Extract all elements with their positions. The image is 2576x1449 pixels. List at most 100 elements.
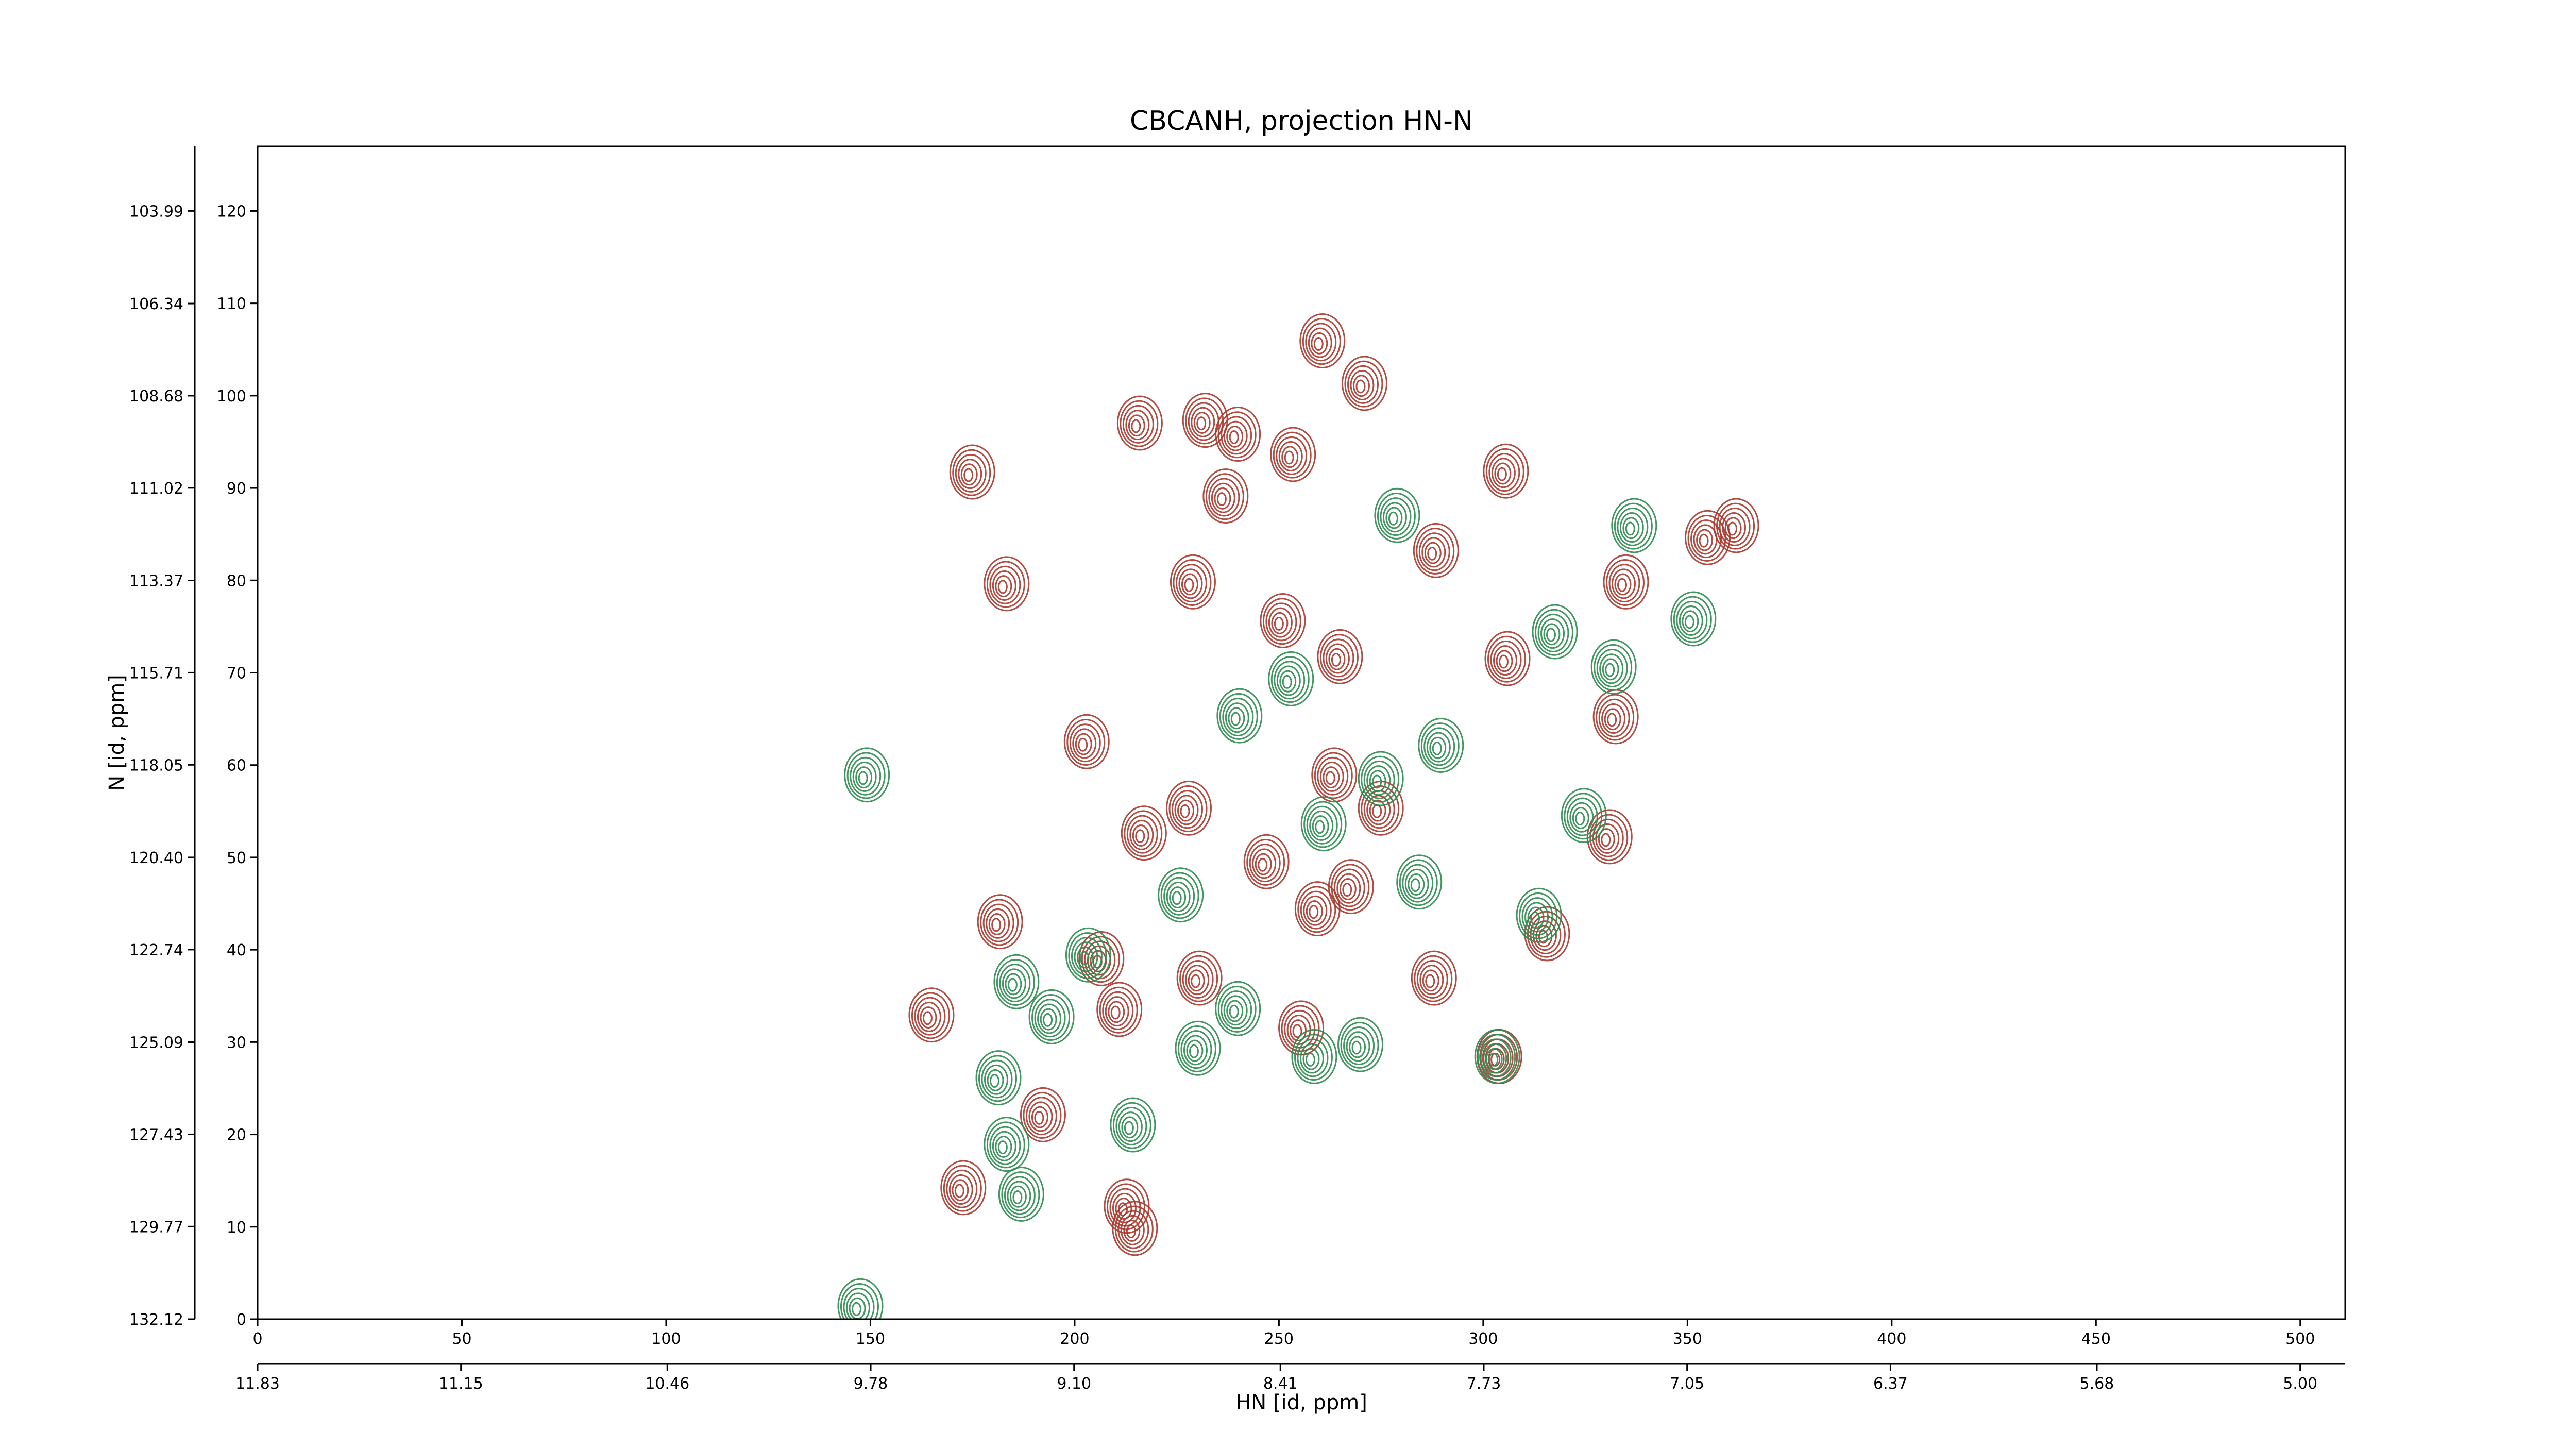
contour-ring (1480, 1038, 1512, 1077)
contour-ring (1496, 650, 1513, 672)
contour-ring (1625, 521, 1635, 536)
contour-ring (1281, 1005, 1320, 1052)
contour-ring (980, 899, 1019, 946)
contour-ring (1028, 1101, 1053, 1132)
contour-ring (1112, 1192, 1137, 1223)
peak (984, 556, 1030, 612)
contour-ring (1270, 656, 1310, 703)
contour-ring (1328, 859, 1374, 915)
contour-ring (1617, 507, 1649, 546)
contour-ring (1427, 546, 1437, 561)
contour-ring (1328, 648, 1346, 670)
contour-ring (1530, 915, 1562, 954)
contour-ring (1120, 400, 1159, 447)
contour-ring (1350, 370, 1375, 401)
x2-tick-label: 11.83 (235, 1375, 280, 1393)
contour-ring (1226, 1000, 1244, 1022)
peak (1294, 881, 1341, 937)
contour-ring (955, 453, 987, 493)
contour-ring (1423, 727, 1455, 766)
x-tick-label: 100 (651, 1330, 681, 1348)
contour-ring (1120, 1215, 1145, 1245)
peak (1670, 591, 1717, 647)
peak (1532, 604, 1578, 660)
y2-tick-label: 132.12 (129, 1311, 183, 1329)
contour-ring (1290, 1019, 1307, 1042)
x2-tick-label: 11.15 (439, 1375, 483, 1393)
contour-ring (908, 987, 955, 1043)
contour-ring (1158, 867, 1204, 923)
contour-ring (1309, 810, 1334, 841)
contour-ring (1543, 623, 1561, 646)
peak (1243, 834, 1290, 889)
contour-ring (1191, 974, 1201, 988)
x-tick-label: 150 (856, 1330, 885, 1348)
contour-ring (1303, 895, 1328, 926)
contour-ring (984, 556, 1030, 612)
peak (1396, 854, 1443, 910)
contour-ring (1432, 741, 1442, 755)
contour-ring (1217, 411, 1257, 459)
contour-ring (1319, 761, 1344, 792)
contour-ring (1418, 532, 1450, 571)
contour-ring (917, 1001, 941, 1032)
contour-ring (1166, 881, 1191, 912)
contour-ring (1676, 600, 1708, 639)
contour-ring (1123, 1220, 1141, 1242)
peak (1216, 688, 1263, 744)
contour-ring (843, 1288, 875, 1319)
contour-ring (1494, 462, 1512, 485)
contour-ring (1037, 1003, 1062, 1034)
contour-ring (1126, 815, 1158, 854)
contour-ring (986, 561, 1025, 608)
contour-ring (1115, 1198, 1132, 1220)
contour-ring (1323, 766, 1340, 789)
contour-ring (1131, 419, 1141, 433)
contour-ring (1116, 395, 1163, 451)
contour-ring (1355, 379, 1366, 394)
contour-ring (1538, 930, 1548, 944)
contour-ring (1687, 514, 1726, 562)
contour-ring (1418, 717, 1464, 773)
contour-ring (1598, 828, 1615, 851)
contour-ring (991, 918, 1002, 932)
contour-ring (1063, 714, 1110, 769)
peak (1300, 796, 1347, 852)
contour-ring (1028, 989, 1075, 1044)
x2-tick-label: 5.00 (2283, 1375, 2317, 1393)
contour-ring (1223, 995, 1248, 1026)
peak (1202, 468, 1249, 524)
peak (1483, 443, 1529, 499)
x-tick-label: 300 (1468, 1330, 1498, 1348)
contour-ring (1173, 559, 1212, 606)
y2-tick-label: 127.43 (129, 1126, 183, 1144)
peak (1096, 982, 1143, 1037)
peak (1063, 714, 1110, 769)
contour-ring (1004, 1176, 1036, 1215)
contour-ring (1524, 902, 1549, 933)
contour-ring (1696, 529, 1714, 551)
contour-ring (1071, 937, 1103, 976)
contour-ring (1314, 752, 1353, 799)
contour-ring (1106, 1183, 1145, 1231)
y-tick-label: 120 (217, 203, 246, 221)
contour-ring (1191, 407, 1215, 437)
contour-ring (1271, 612, 1289, 634)
contour-ring (1160, 872, 1199, 919)
contour-ring (1607, 713, 1617, 727)
contour-ring (1258, 857, 1268, 872)
contour-ring (946, 1169, 978, 1208)
contour-ring (997, 580, 1008, 594)
contour-ring (1112, 1201, 1158, 1256)
y-tick-label: 90 (227, 480, 246, 498)
contour-ring (914, 997, 946, 1036)
contour-ring (1222, 698, 1254, 737)
contour-ring (1483, 443, 1529, 499)
contour-ring (1122, 405, 1154, 444)
contour-ring (997, 1140, 1008, 1155)
x-tick-label: 250 (1264, 1330, 1294, 1348)
contour-ring (993, 954, 1040, 1009)
contour-ring (1180, 804, 1190, 818)
contour-ring (1291, 1029, 1337, 1084)
peak (1317, 629, 1363, 684)
